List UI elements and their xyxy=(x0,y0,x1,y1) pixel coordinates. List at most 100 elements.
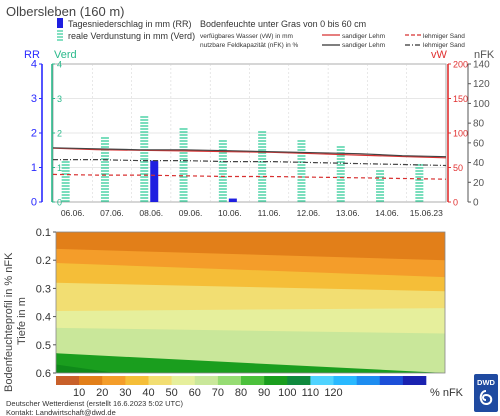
legend-nfk-sandy-loam-label: sandiger Lehm xyxy=(342,42,385,49)
axis-verd-label: Verd xyxy=(54,49,77,61)
colorbar-tick-label: 10 xyxy=(73,387,85,399)
top-lines xyxy=(52,147,447,180)
colorbar-ticks: 10 20 30 40 50 60 70 80 90 100 110 120 xyxy=(73,387,343,399)
nfk-loamy-sand-line xyxy=(53,159,447,167)
colorbar-tick-label: 80 xyxy=(235,387,247,399)
dwd-logo-box xyxy=(474,374,498,412)
colorbar-swatch xyxy=(241,376,265,385)
colorbar-tick-label: 110 xyxy=(302,387,320,399)
category-label: 10.06. xyxy=(218,208,242,218)
dwd-logo-swirl-icon xyxy=(479,390,493,406)
axis-tick-label: 4 xyxy=(31,59,37,71)
colorbar-tick-label: 30 xyxy=(119,387,131,399)
legend-precip-label: Tagesniederschlag in mm (RR) xyxy=(68,19,192,29)
axis-tick-label: 2 xyxy=(57,129,62,139)
axis-tick-label: 3 xyxy=(31,93,37,105)
legend-vw-loamy-sand-label: lehmiger Sand xyxy=(423,33,465,40)
colorbar-tick-label: 70 xyxy=(212,387,224,399)
colorbar-tick-label: 40 xyxy=(142,387,154,399)
axis-tick-label: 100 xyxy=(473,99,490,110)
axis-tick-label: 0 xyxy=(473,198,479,209)
category-label: 08.06. xyxy=(139,208,163,218)
colorbar-swatch xyxy=(125,376,149,385)
soil-profile-chart: 0.1 0.2 0.3 0.4 0.5 0.6 Bodenfeuchteprofil in… xyxy=(3,227,446,392)
footer-credit: Deutscher Wetterdienst (erstellt 16.6.20… xyxy=(6,399,184,408)
colorbar-swatch xyxy=(333,376,357,385)
colorbar-swatch xyxy=(102,376,126,385)
axis-tick-label: 1 xyxy=(57,163,62,173)
category-labels: 06.06. 07.06. 08.06. 09.06. 10.06. 11.06. 12.0… xyxy=(61,208,443,218)
axis-nfk: 0 20 40 60 80 100 120 140 xyxy=(467,60,490,209)
legend-right: Bodenfeuchte unter Gras von 0 bis 60 cm … xyxy=(200,19,465,49)
axis-tick-label: 3 xyxy=(57,94,62,104)
axis-tick-label: 0 xyxy=(57,198,62,208)
top-grid xyxy=(53,64,446,202)
legend-precip-swatch xyxy=(57,18,63,28)
heatmap-y-ticks: 0.1 0.2 0.3 0.4 0.5 0.6 xyxy=(36,227,56,380)
vw-loamy-sand-line xyxy=(52,173,447,180)
axis-tick-label: 120 xyxy=(473,79,490,90)
axis-nfk-label: nFK xyxy=(474,49,495,61)
legend-evap-label: reale Verdunstung in mm (Verd) xyxy=(68,31,195,41)
colorbar-swatches xyxy=(56,376,427,385)
legend-nfk-loamy-sand-label: lehmiger Sand xyxy=(423,42,465,49)
category-label: 09.06. xyxy=(179,208,203,218)
colorbar-tick-label: 60 xyxy=(189,387,201,399)
axis-tick-label: 2 xyxy=(31,128,37,140)
colorbar-tick-label: 50 xyxy=(165,387,177,399)
axis-tick-label: 100 xyxy=(453,129,468,139)
axis-tick-label: 80 xyxy=(473,119,485,130)
axis-tick-label: 0 xyxy=(31,197,37,209)
heatmap-y-tick-label: 0.4 xyxy=(36,312,51,324)
nfk-sandy-loam-line xyxy=(52,147,447,158)
evap-bar xyxy=(61,161,70,202)
heatmap-y-tick-label: 0.6 xyxy=(36,368,51,380)
category-label: 14.06. xyxy=(375,208,399,218)
station-title: Olbersleben (160 m) xyxy=(6,4,125,19)
dwd-logo: DWD xyxy=(474,374,498,412)
axis-tick-label: 140 xyxy=(473,60,490,71)
axis-tick-label: 0 xyxy=(453,198,458,208)
colorbar-tick-label: 120 xyxy=(324,387,342,399)
colorbar: 10 20 30 40 50 60 70 80 90 100 110 120 % nFK xyxy=(56,376,464,399)
evap-bar xyxy=(336,146,345,202)
colorbar-swatch xyxy=(356,376,381,385)
vw-sandy-loam-line xyxy=(52,147,447,159)
colorbar-swatch xyxy=(379,376,404,385)
colorbar-swatch xyxy=(171,376,196,385)
evap-bar xyxy=(297,140,306,202)
axis-vw: 0 50 100 150 200 xyxy=(447,60,468,208)
legend-left: Tagesniederschlag in mm (RR) reale Verdu… xyxy=(57,18,195,41)
heatmap-band xyxy=(56,364,116,373)
evap-bar xyxy=(376,170,385,202)
evap-bar xyxy=(218,140,227,202)
axis-tick-label: 50 xyxy=(453,163,463,173)
colorbar-swatch xyxy=(79,376,103,385)
heatmap-frame xyxy=(55,231,446,374)
axis-tick-label: 40 xyxy=(473,158,485,169)
colorbar-swatch xyxy=(264,376,288,385)
axis-rr: 0 1 2 3 4 xyxy=(31,59,43,209)
axis-tick-label: 1 xyxy=(31,162,37,174)
category-label: 13.06. xyxy=(336,208,360,218)
legend-evap-swatch xyxy=(57,30,63,41)
evap-bar xyxy=(415,164,424,202)
colorbar-tick-label: 100 xyxy=(278,387,296,399)
colorbar-swatch xyxy=(148,376,172,385)
heatmap-band xyxy=(56,232,445,261)
footer-contact: Kontakt: Landwirtschaft@dwd.de xyxy=(6,408,116,416)
dwd-logo-text: DWD xyxy=(477,378,495,387)
evap-bar xyxy=(258,131,267,202)
colorbar-swatch xyxy=(310,376,334,385)
axis-tick-label: 150 xyxy=(453,94,468,104)
heatmap-y-tick-label: 0.5 xyxy=(36,340,51,352)
axis-tick-label: 20 xyxy=(473,178,485,189)
colorbar-tick-label: 90 xyxy=(258,387,270,399)
heatmap-band xyxy=(56,353,206,373)
colorbar-swatch xyxy=(194,376,219,385)
heatmap-y-tick-label: 0.1 xyxy=(36,227,51,239)
axis-tick-label: 60 xyxy=(473,138,485,149)
category-label: 12.06. xyxy=(297,208,321,218)
category-label: 07.06. xyxy=(100,208,124,218)
